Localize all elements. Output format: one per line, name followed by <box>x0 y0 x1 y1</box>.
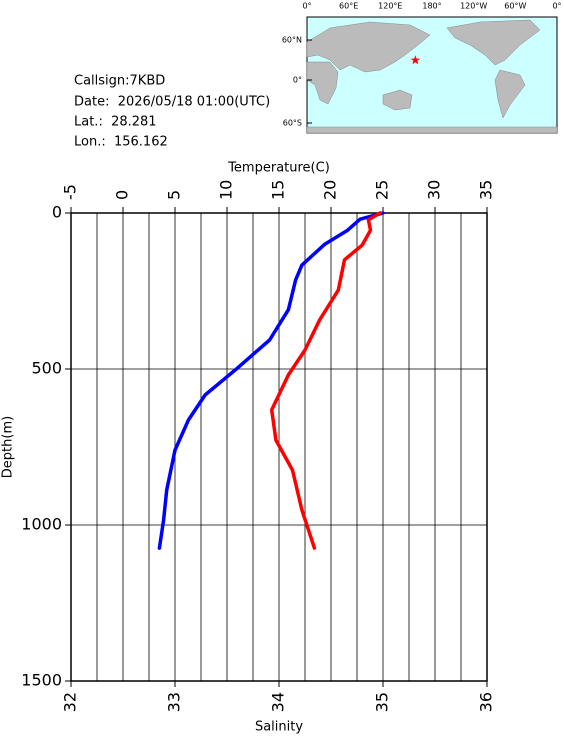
map-lon-label: 60°E <box>339 2 358 11</box>
map-lon-label: 60°W <box>504 2 526 11</box>
date: Date: 2026/05/18 01:00(UTC) <box>74 95 270 110</box>
x-tick-label: 33 <box>165 692 184 712</box>
profile-line <box>269 211 382 550</box>
north-america <box>446 19 541 66</box>
map-lat-label: 60°S <box>283 119 302 128</box>
x2-tick-label: 15 <box>269 180 288 200</box>
info: Callsign:7KBD Date: 2026/05/18 01:00(UTC… <box>74 74 270 150</box>
y-tick-label: 1500 <box>21 671 62 690</box>
south-america <box>494 69 526 119</box>
antarctica <box>306 126 558 134</box>
map-lat-label: 0° <box>293 76 302 85</box>
x2-tick-label: 20 <box>321 180 340 200</box>
y-tick-label: 500 <box>31 359 62 378</box>
map-lon-label: 0° <box>552 2 561 11</box>
x-tick-label: 32 <box>61 692 80 712</box>
y-tick-label: 0 <box>52 203 62 222</box>
x2-tick-label: 5 <box>165 190 184 200</box>
africa <box>306 61 339 105</box>
x2-axis-label: Temperature(C) <box>227 161 330 176</box>
y-tick-label: 1000 <box>21 515 62 534</box>
x-axis-label: Salinity <box>255 720 303 735</box>
callsign: Callsign:7KBD <box>74 74 165 89</box>
x2-tick-label: 0 <box>113 190 132 200</box>
station <box>410 55 421 65</box>
map-lon-label: 180° <box>422 2 441 11</box>
map-lon-label: 0° <box>302 2 311 11</box>
x2-tick-label: 30 <box>425 180 444 200</box>
x-tick-label: 36 <box>477 692 496 712</box>
x-tick-label: 35 <box>373 692 392 712</box>
y-axis-label: Depth(m) <box>1 416 16 478</box>
eurasia <box>306 21 431 73</box>
x2-tick-label: -5 <box>61 184 80 200</box>
australia <box>382 89 413 111</box>
map-lon-label: 120°E <box>378 2 402 11</box>
x-tick-label: 34 <box>269 692 288 712</box>
land <box>306 19 558 134</box>
x2-tick-label: 35 <box>477 180 496 200</box>
x2-tick-label: 25 <box>373 180 392 200</box>
map-lon-label: 120°W <box>460 2 487 11</box>
lon: Lon.: 156.162 <box>74 135 168 150</box>
profile-line <box>157 211 385 550</box>
lat: Lat.: 28.281 <box>74 115 157 130</box>
x2-tick-label: 10 <box>217 180 236 200</box>
map: 0° 60°E 120°E 180° 120°W 60°W 0° 60°N 0° 60°S <box>282 2 562 134</box>
map-lat-label: 60°N <box>282 36 302 45</box>
